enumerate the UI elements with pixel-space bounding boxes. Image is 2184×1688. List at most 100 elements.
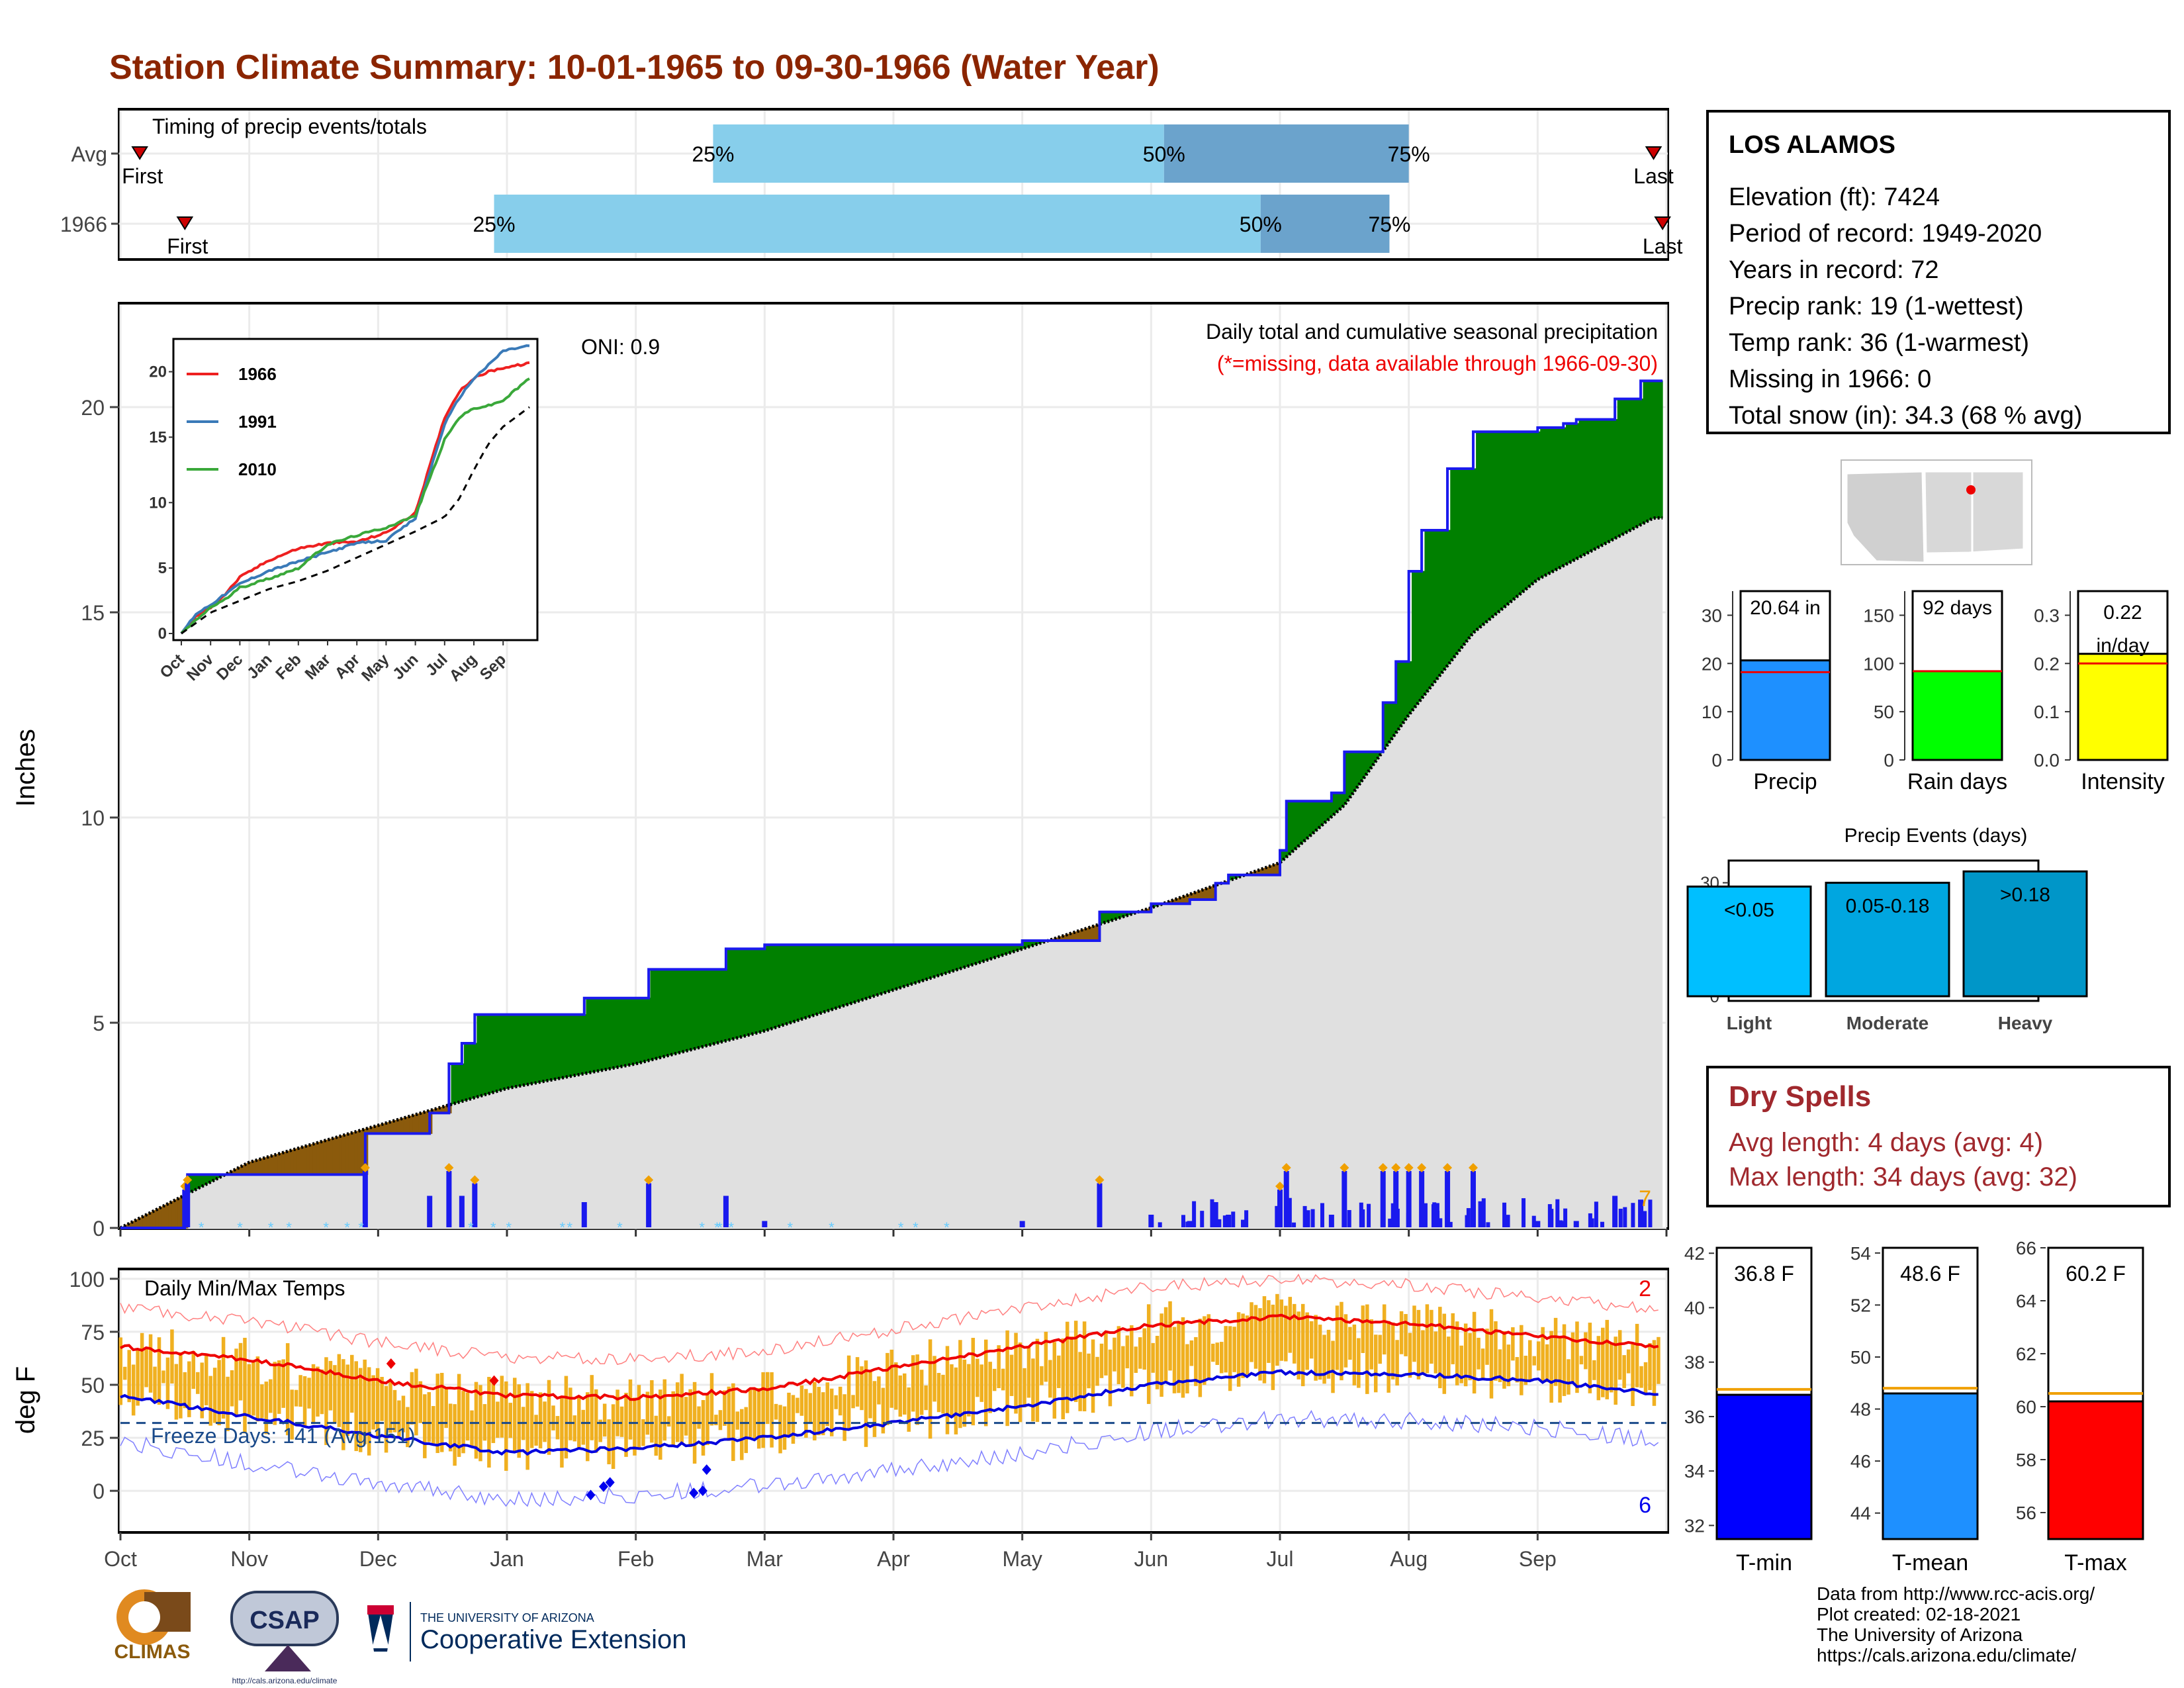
average-cumulative-line <box>119 516 1663 1230</box>
precip-surplus-area <box>901 944 905 988</box>
daily-temp-bar <box>992 1368 997 1391</box>
daily-temp-bar <box>1412 1305 1416 1362</box>
freeze-days-label: Freeze Days: 141 (Avg:151) <box>151 1424 416 1448</box>
daily-temp-bar <box>1322 1335 1326 1384</box>
csap-logo: CSAP http://cals.arizona.edu/climate <box>230 1591 339 1685</box>
daily-precip-bar <box>1367 1203 1371 1227</box>
precip-surplus-area <box>1653 380 1657 519</box>
precip-deficit-area <box>409 1115 414 1134</box>
daily-temp-bar <box>654 1415 659 1456</box>
precip-deficit-area <box>335 1136 340 1175</box>
precip-surplus-area <box>608 998 613 1070</box>
daily-temp-bar <box>474 1382 478 1459</box>
precip-surplus-area <box>939 944 944 976</box>
precip-surplus-area <box>968 944 972 966</box>
precip-surplus-area <box>1296 800 1300 849</box>
precip-surplus-area <box>1357 751 1361 788</box>
precip-surplus-area <box>1511 431 1516 602</box>
daily-temp-bar <box>1151 1342 1155 1373</box>
precip-surplus-area <box>662 968 667 1058</box>
precip-surplus-area <box>544 1014 549 1082</box>
summary-ytick-label: 0.2 <box>2034 653 2060 674</box>
daily-temp-bar <box>324 1357 328 1445</box>
record-min-line <box>120 1409 1659 1507</box>
daily-temp-bar <box>1584 1332 1588 1370</box>
daily-temp-bar <box>350 1354 354 1413</box>
precip-surplus-area <box>480 1014 484 1097</box>
temp-bar <box>1715 1393 1813 1540</box>
precip-surplus-area <box>477 1014 481 1098</box>
precip-surplus-area <box>766 944 770 1031</box>
precip-surplus-area <box>551 1014 555 1081</box>
daily-temp-bar <box>1203 1316 1206 1385</box>
summary-ytick-label: 30 <box>1702 605 1722 626</box>
precip-surplus-area <box>1347 751 1351 802</box>
daily-temp-bar <box>756 1387 761 1449</box>
precip-surplus-area <box>470 1043 475 1100</box>
precip-surplus-area <box>910 944 915 985</box>
daily-precip-bar <box>1222 1215 1227 1227</box>
daily-temp-bar <box>1408 1333 1412 1378</box>
daily-temp-bar <box>221 1336 226 1419</box>
daily-temp-bar <box>983 1339 988 1427</box>
daily-temp-bar <box>569 1387 572 1440</box>
daily-temp-bar <box>418 1381 423 1423</box>
daily-temp-bar <box>328 1360 333 1411</box>
daily-precip-bar <box>1388 1218 1392 1227</box>
temp-bar-label: T-max <box>2064 1550 2126 1575</box>
month-label: Jan <box>490 1547 524 1571</box>
daily-temp-bar <box>872 1381 877 1437</box>
daily-temp-bar <box>1113 1337 1116 1372</box>
precip-surplus-area <box>615 998 619 1068</box>
summary-value-label: 20.64 in <box>1750 597 1821 619</box>
daily-temp-bar <box>212 1368 217 1423</box>
precip-deficit-area <box>306 1144 310 1175</box>
daily-temp-bar <box>1185 1344 1189 1394</box>
precip-surplus-area <box>1398 661 1403 729</box>
daily-precip-bar <box>1210 1199 1214 1227</box>
daily-temp-bar <box>174 1364 179 1420</box>
daily-temp-bar <box>615 1389 619 1436</box>
inset-legend-label: 2010 <box>238 459 277 479</box>
trace-precip-marker: * <box>717 1219 723 1236</box>
daily-temp-bar <box>1082 1321 1087 1412</box>
precip-surplus-area <box>958 944 963 970</box>
daily-temp-bar <box>461 1391 465 1454</box>
precip-surplus-area <box>1572 423 1576 562</box>
daily-temp-bar <box>1352 1324 1357 1385</box>
precip-surplus-area <box>534 1014 539 1084</box>
daily-temp-bar <box>598 1419 602 1442</box>
timing-first-label: First <box>122 164 163 188</box>
daily-temp-bar <box>307 1378 311 1409</box>
temp-bar-ytick-label: 56 <box>2016 1503 2036 1523</box>
daily-temp-bar <box>1236 1312 1241 1387</box>
daily-temp-bar <box>928 1339 933 1439</box>
trace-precip-marker: * <box>729 1219 735 1236</box>
dry-avg-length: Avg length: 4 days (avg: 4) <box>1729 1128 2044 1157</box>
credits: Data from http://www.rcc-acis.org/ Plot … <box>1817 1583 2095 1665</box>
daily-temp-bar <box>1528 1340 1532 1380</box>
daily-temp-bar <box>302 1376 307 1427</box>
daily-temp-bar <box>1343 1314 1348 1368</box>
trace-precip-marker: * <box>468 1219 474 1236</box>
precip-surplus-area <box>612 998 616 1069</box>
daily-precip-bar <box>1486 1222 1490 1227</box>
daily-temp-bar <box>675 1382 680 1442</box>
daily-temp-bar <box>1073 1321 1078 1402</box>
precip-surplus-area <box>788 944 793 1024</box>
temp-bar-ytick-label: 54 <box>1850 1243 1871 1264</box>
precip-surplus-area <box>461 1063 465 1102</box>
precip-surplus-area <box>695 968 700 1049</box>
first-marker-icon <box>176 216 194 230</box>
daily-temp-bar <box>1455 1321 1459 1385</box>
precip-deficit-area <box>274 1153 279 1175</box>
month-label: Sep <box>1519 1547 1557 1571</box>
daily-temp-bar <box>1511 1327 1515 1361</box>
precip-surplus-area <box>531 1014 535 1084</box>
daily-temp-bar <box>457 1374 461 1457</box>
precip-surplus-area <box>605 998 610 1070</box>
daily-temp-bar <box>1250 1302 1253 1362</box>
daily-temp-bar <box>1031 1358 1035 1422</box>
daily-temp-bar <box>333 1365 337 1424</box>
daily-temp-bar <box>191 1350 196 1389</box>
